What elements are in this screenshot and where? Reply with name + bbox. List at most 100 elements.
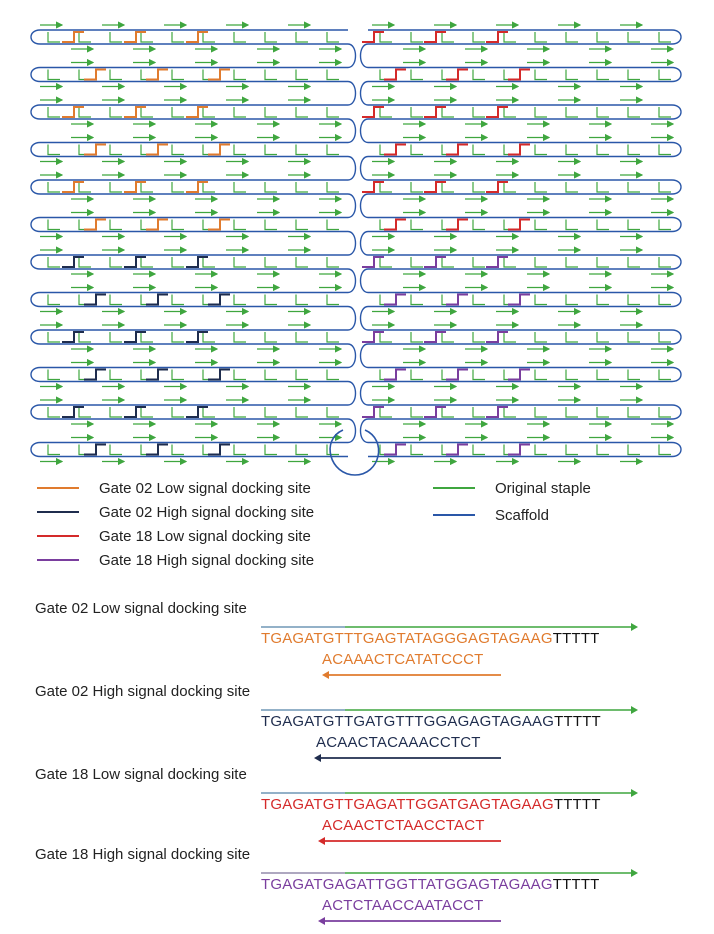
staple-crossover [109, 144, 122, 156]
bottom-strand: ACAAACTCATATCCCT [322, 651, 484, 668]
staple-crossover [379, 69, 392, 81]
staple-crossover [171, 107, 184, 118]
poly-t-tail: TTTTT [552, 876, 600, 893]
scaffold-crossover [359, 230, 369, 256]
staple-crossover [596, 32, 609, 43]
staple-crossover [441, 182, 454, 193]
scaffold-helix [30, 66, 348, 83]
gate02-high-docking-strand [124, 256, 146, 268]
staple-crossover [472, 444, 485, 456]
staple-crossover [295, 407, 308, 418]
staple-crossover [78, 257, 91, 268]
gate02-low-docking-strand [208, 218, 230, 231]
staple-crossover [379, 332, 392, 343]
scaffold-crossover [359, 193, 369, 219]
legend-item-gate02-low: Gate 02 Low signal docking site [37, 477, 311, 499]
staple-crossover [233, 144, 246, 156]
staple-crossover [202, 332, 215, 343]
strand-arrows [261, 869, 638, 925]
staple-crossover [410, 144, 423, 156]
gate18-low-docking-strand [446, 68, 468, 81]
gate02-low-docking-strand [208, 68, 230, 81]
staple-crossover [472, 369, 485, 381]
dna-origami-diagram [30, 21, 682, 476]
staple-crossover [472, 407, 485, 418]
staple-crossover [47, 369, 60, 381]
legend-swatch-gate18-high [37, 559, 79, 561]
staple-crossover [326, 107, 339, 118]
staple-crossover [109, 182, 122, 193]
scaffold-helix [30, 404, 348, 420]
staple-crossover [140, 182, 153, 193]
staple-crossover [658, 407, 671, 418]
staple-crossover [78, 182, 91, 193]
staple-crossover [627, 294, 640, 306]
gate18-high-docking-strand [384, 443, 406, 456]
gate02-high-docking-strand [208, 443, 230, 456]
staple-crossover [202, 407, 215, 418]
sequence-block-gate02-high: TGAGATGTTGATGTTTGGAGAGTAGAAGTTTTT ACAACT… [255, 703, 655, 763]
staple-crossover [202, 369, 215, 381]
staple-crossover [379, 369, 392, 381]
staple-crossover [140, 444, 153, 456]
staple-crossover [109, 369, 122, 381]
staple-crossover [503, 219, 516, 231]
gate18-high-docking-strand [508, 368, 530, 381]
staple-crossover [264, 369, 277, 381]
legend-label: Gate 18 High signal docking site [99, 551, 315, 569]
staple-crossover [47, 444, 60, 456]
staple-crossover [326, 332, 339, 343]
gate02-high-docking-strand [84, 443, 106, 456]
staple-crossover [627, 144, 640, 156]
scaffold-helix [30, 216, 348, 233]
staple-crossover [565, 332, 578, 343]
poly-t-tail: TTTTT [552, 630, 600, 647]
staple-crossover [565, 294, 578, 306]
staple-crossover [264, 257, 277, 268]
gate18-low-docking-strand [384, 68, 406, 81]
scaffold-helix [368, 179, 682, 195]
staple-crossover [627, 219, 640, 231]
staple-crossover [326, 32, 339, 43]
scaffold-helix [30, 366, 348, 383]
staple-crossover [140, 369, 153, 381]
staple-crossover [171, 182, 184, 193]
legend-label: Original staple [495, 479, 591, 497]
gate18-high-docking-strand [508, 293, 530, 306]
scaffold-crossover [347, 193, 357, 219]
gate18-low-docking-strand [486, 181, 508, 193]
gate18-high-docking-strand [486, 331, 508, 343]
gate02-high-docking-strand [124, 406, 146, 418]
staple-crossover [441, 32, 454, 43]
staple-crossover [658, 144, 671, 156]
staple-crossover [295, 182, 308, 193]
legend-swatch-scaffold [433, 514, 475, 516]
staple-crossover [171, 144, 184, 156]
staple-crossover [503, 294, 516, 306]
staple-crossover [202, 107, 215, 118]
staple-crossover [171, 219, 184, 231]
bottom-strand: ACTCTAACCAATACCT [322, 897, 484, 914]
staple-crossover [503, 69, 516, 81]
gate18-high-docking-strand [486, 256, 508, 268]
staple-crossover [565, 144, 578, 156]
staple-crossover [78, 369, 91, 381]
staple-crossover [627, 32, 640, 43]
staple-crossover [503, 444, 516, 456]
scaffold-crossover [347, 380, 357, 406]
staple-crossover [410, 444, 423, 456]
gate18-high-docking-strand [424, 406, 446, 418]
staple-crossover [78, 32, 91, 43]
gate02-high-docking-strand [186, 406, 208, 418]
staple-crossover [441, 144, 454, 156]
staple-crossover [47, 257, 60, 268]
gate18-low-docking-strand [384, 143, 406, 156]
scaffold-helix [30, 141, 348, 158]
staple-crossover [171, 369, 184, 381]
staple-crossover [441, 369, 454, 381]
staple-crossover [264, 407, 277, 418]
scaffold-helix [368, 291, 682, 308]
staple-crossover [295, 69, 308, 81]
staple-crossover [596, 444, 609, 456]
staple-crossover [658, 444, 671, 456]
